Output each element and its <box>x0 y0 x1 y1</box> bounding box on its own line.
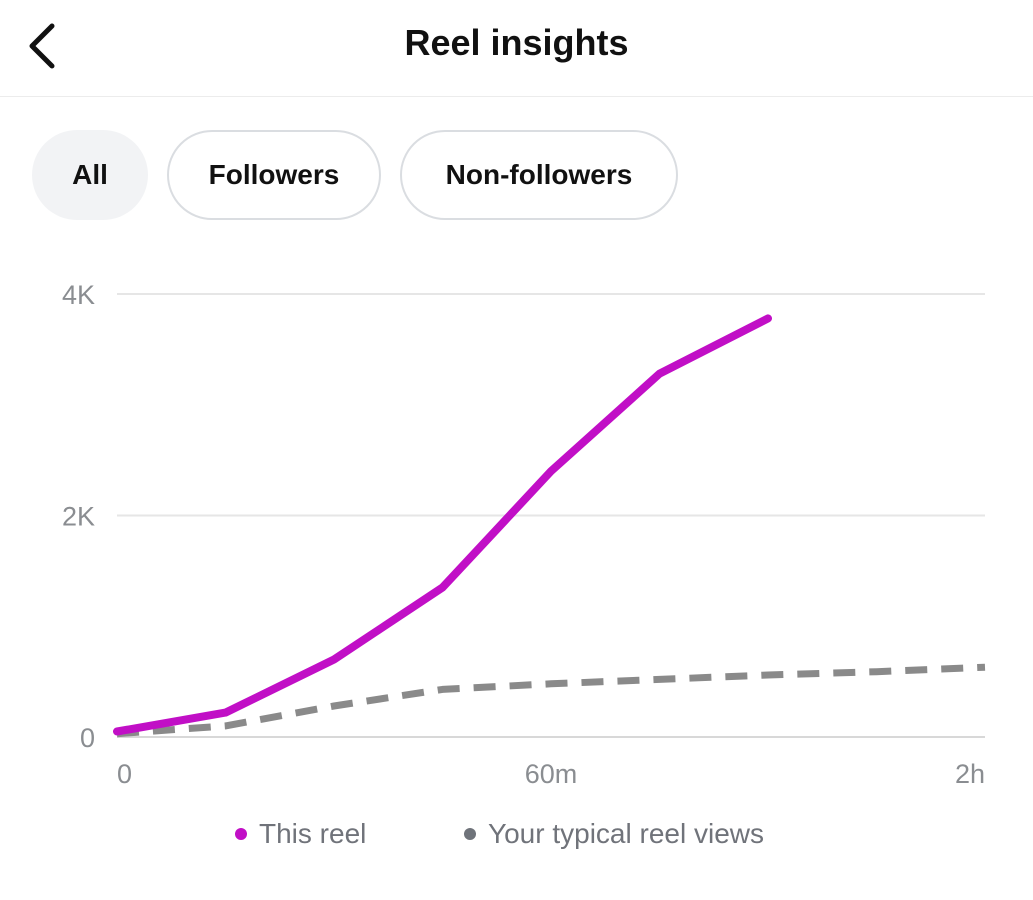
legend-label: Your typical reel views <box>488 818 764 849</box>
x-tick-label: 0 <box>117 759 132 789</box>
chart-legend: This reel Your typical reel views <box>0 818 1033 858</box>
tab-all[interactable]: All <box>32 130 148 220</box>
legend-item-this-reel: This reel <box>235 818 366 850</box>
tab-non-followers[interactable]: Non-followers <box>400 130 678 220</box>
chevron-left-icon <box>29 23 55 69</box>
series-line-typical-views <box>116 663 986 738</box>
legend-dot-icon <box>235 828 247 840</box>
y-tick-label: 2K <box>62 502 95 532</box>
x-tick-label: 60m <box>525 759 578 789</box>
x-tick-label: 2h <box>955 759 985 789</box>
y-tick-label: 0 <box>80 723 95 753</box>
legend-label: This reel <box>259 818 367 849</box>
y-tick-label: 4K <box>62 280 95 310</box>
series-line-this-reel <box>113 314 772 736</box>
header-bar: Reel insights <box>0 0 1033 97</box>
views-line-chart: 0 2K 4K 0 60m 2h <box>62 280 986 789</box>
tab-followers[interactable]: Followers <box>167 130 381 220</box>
page-title: Reel insights <box>404 22 629 63</box>
back-button[interactable] <box>14 18 70 74</box>
legend-item-typical-views: Your typical reel views <box>464 818 764 850</box>
legend-dot-icon <box>464 828 476 840</box>
